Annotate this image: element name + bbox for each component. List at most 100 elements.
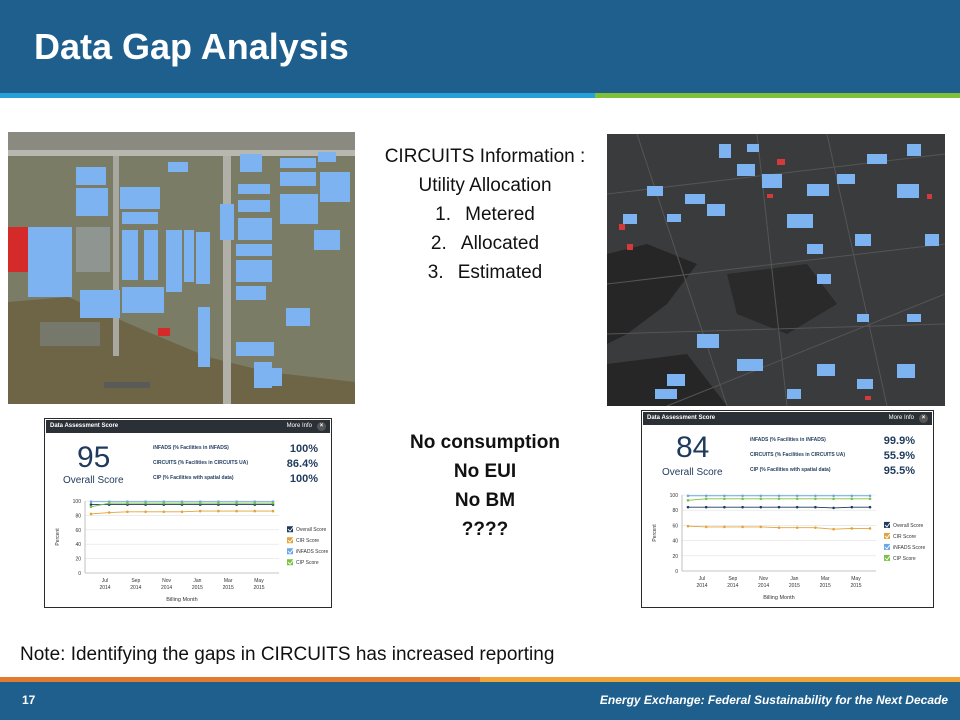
x-axis-label: Billing Month	[166, 597, 198, 603]
data-point	[89, 505, 93, 509]
allocation-item: 2. Allocated	[430, 233, 540, 254]
metric-label: CIRCUITS (% Facilities in CIRCUITS UA)	[750, 452, 846, 458]
metric-value: 100%	[289, 443, 318, 455]
y-tick-label: 80	[75, 513, 81, 519]
more-info-link[interactable]: More Info	[888, 415, 914, 421]
data-point	[89, 503, 93, 506]
data-point	[704, 505, 708, 509]
data-point	[868, 505, 872, 509]
y-tick-label: 100	[73, 499, 82, 505]
x-tick-label: 2015	[223, 585, 234, 591]
data-point	[271, 501, 275, 505]
data-point	[850, 494, 854, 498]
x-tick-label: 2014	[758, 583, 769, 589]
close-icon[interactable]: ×	[919, 414, 928, 423]
y-tick-label: 100	[670, 493, 679, 499]
allocation-item: 1. Metered	[435, 204, 535, 225]
x-tick-label: 2014	[696, 583, 707, 589]
data-point	[759, 494, 763, 498]
page-number: 17	[22, 693, 36, 707]
data-point	[814, 526, 817, 529]
data-point	[162, 510, 166, 514]
data-point	[180, 510, 184, 514]
legend-checkbox[interactable]	[287, 559, 293, 566]
legend-label: CIP Score	[893, 556, 916, 562]
data-point	[253, 501, 257, 505]
circuits-heading: CIRCUITS Information :	[384, 146, 586, 167]
data-point	[704, 525, 708, 529]
x-tick-label: Jan	[193, 578, 201, 584]
more-info-link[interactable]: More Info	[286, 423, 312, 429]
no-consumption-block: No consumption No EUI No BM ????	[340, 428, 630, 544]
metric-label: CIRCUITS (% Facilities in CIRCUITS UA)	[153, 460, 249, 466]
check-icon	[287, 526, 294, 532]
check-icon	[287, 548, 294, 554]
dark-gis-map	[607, 134, 945, 406]
x-tick-label: May	[851, 576, 861, 582]
circuits-info: CIRCUITS Information : Utility Allocatio…	[340, 142, 630, 287]
data-point	[89, 512, 93, 516]
data-point	[704, 497, 708, 501]
data-point	[741, 497, 744, 501]
data-point	[235, 501, 238, 505]
metric-row: CIRCUITS (% Facilities in CIRCUITS UA) 8…	[153, 458, 318, 470]
legend-label: Overall Score	[893, 523, 924, 529]
data-point	[741, 525, 744, 529]
data-point	[777, 494, 781, 498]
legend-checkbox[interactable]	[287, 548, 293, 555]
check-icon	[884, 522, 891, 528]
data-point	[723, 505, 726, 509]
panel-titlebar: Data Assessment Score More Info ×	[46, 420, 330, 433]
data-point	[217, 509, 220, 513]
data-point	[832, 494, 835, 498]
legend-checkbox[interactable]	[884, 543, 890, 550]
data-point	[686, 494, 690, 498]
legend-label: CIR Score	[296, 538, 319, 544]
data-point	[759, 505, 763, 509]
score-trend-chart: 020406080100PercentJul2014Sep2014Nov2014…	[652, 493, 925, 601]
check-icon	[287, 537, 294, 543]
data-point	[235, 509, 238, 513]
y-tick-label: 40	[672, 539, 678, 545]
header-stripe-blue	[0, 93, 595, 98]
slide-note: Note: Identifying the gaps in CIRCUITS h…	[20, 644, 555, 665]
panel-title: Data Assessment Score	[647, 415, 716, 421]
metric-row: iNFADS (% Facilities in iNFADS) 100%	[153, 443, 318, 455]
x-tick-label: Nov	[162, 578, 171, 584]
check-icon	[884, 533, 891, 539]
header-stripe	[0, 93, 960, 98]
y-tick-label: 60	[672, 523, 678, 529]
slide-title: Data Gap Analysis	[34, 26, 349, 67]
no-bm-line: No BM	[454, 490, 516, 511]
allocation-item: 3. Estimated	[427, 262, 543, 283]
legend-checkbox[interactable]	[884, 532, 890, 539]
x-tick-label: Jan	[790, 576, 798, 582]
overall-score-value: 84	[676, 431, 710, 464]
panel-title: Data Assessment Score	[50, 423, 119, 429]
legend-checkbox[interactable]	[884, 521, 890, 528]
data-assessment-panel-left: Data Assessment Score More Info × 95 Ove…	[44, 418, 332, 608]
data-point	[850, 527, 854, 530]
metric-row: CIRCUITS (% Facilities in CIRCUITS UA) 5…	[750, 450, 915, 462]
x-tick-label: 2015	[789, 583, 800, 589]
x-tick-label: 2015	[192, 585, 203, 591]
overall-score-label: Overall Score	[662, 467, 723, 478]
metric-label: CIP (% Facilities with spatial data)	[750, 467, 831, 473]
close-icon[interactable]: ×	[317, 422, 326, 431]
legend-label: Overall Score	[296, 527, 327, 533]
data-point	[777, 505, 781, 509]
data-point	[795, 494, 799, 498]
metric-row: iNFADS (% Facilities in iNFADS) 99.9%	[750, 435, 915, 447]
data-point	[795, 497, 799, 501]
legend-checkbox[interactable]	[287, 526, 293, 533]
legend-checkbox[interactable]	[287, 537, 293, 544]
y-axis-label: Percent	[652, 524, 658, 542]
legend-checkbox[interactable]	[884, 554, 890, 561]
data-point	[704, 494, 708, 498]
y-tick-label: 0	[78, 571, 81, 577]
x-tick-label: Sep	[728, 576, 737, 582]
data-point	[832, 527, 835, 531]
check-icon	[884, 555, 891, 561]
legend-label: iNFADS Score	[296, 549, 328, 555]
data-point	[868, 497, 872, 501]
